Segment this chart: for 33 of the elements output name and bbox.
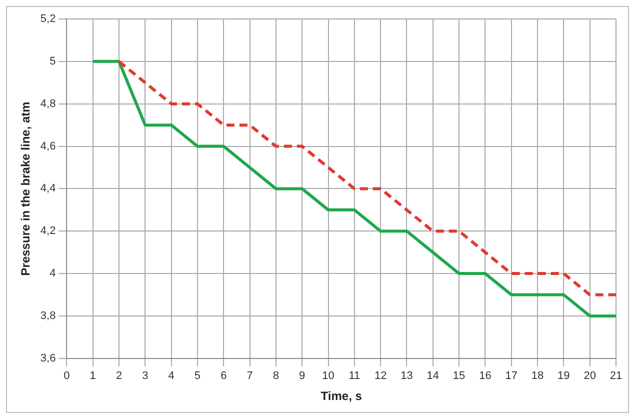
- x-tick-label: 12: [374, 370, 387, 382]
- y-tick-label: 4,4: [40, 182, 56, 195]
- x-tick-label: 17: [505, 370, 518, 382]
- x-tick-label: 13: [400, 370, 413, 382]
- y-tick-label: 5: [50, 55, 56, 68]
- x-tick-label: 11: [348, 370, 360, 382]
- x-tick-label: 16: [479, 370, 492, 382]
- x-tick-label: 7: [246, 370, 253, 382]
- x-axis-title: Time, s: [320, 389, 362, 404]
- x-tick-label: 5: [194, 370, 201, 382]
- x-tick-label: 15: [452, 370, 466, 382]
- y-tick-label: 3,6: [40, 352, 56, 364]
- y-tick-label: 3,8: [40, 310, 56, 322]
- x-tick-label: 20: [584, 370, 596, 382]
- x-tick-label: 19: [558, 370, 570, 382]
- x-tick-label: 21: [610, 370, 622, 382]
- x-tick-label: 3: [142, 370, 148, 382]
- x-tick-label: 0: [64, 370, 70, 382]
- x-tick-label: 4: [168, 370, 174, 382]
- y-tick-label: 4,2: [40, 225, 56, 238]
- x-tick-label: 18: [531, 370, 544, 382]
- x-tick-label: 9: [299, 370, 306, 382]
- y-tick-label: 4,6: [40, 140, 56, 152]
- x-tick-label: 8: [272, 370, 280, 382]
- x-tick-label: 6: [220, 370, 227, 382]
- y-tick-label: 4: [50, 268, 56, 280]
- x-tick-label: 14: [426, 370, 440, 382]
- y-tick-label: 4,8: [40, 98, 56, 110]
- x-tick-label: 2: [116, 370, 122, 382]
- x-tick-label: 10: [322, 370, 334, 382]
- x-tick-label: 1: [90, 370, 96, 382]
- y-axis-title: Pressure in the brake line, atm: [18, 102, 33, 276]
- y-tick-label: 5,2: [40, 13, 56, 26]
